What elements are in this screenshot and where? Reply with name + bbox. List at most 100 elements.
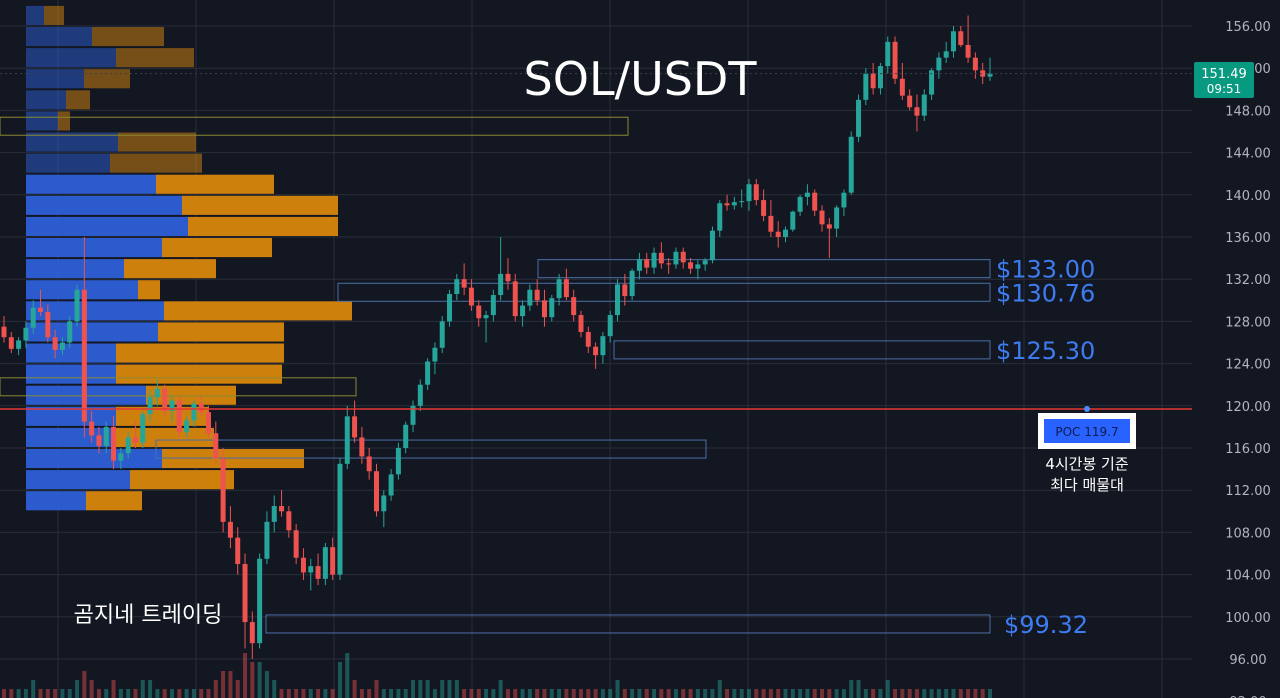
candle-body <box>38 307 44 312</box>
poc-label: POC 119.7 4시간봉 기준 최다 매물대 <box>1038 406 1136 494</box>
volume-bar <box>294 689 299 698</box>
candle-body <box>184 420 190 433</box>
profile-buy-bar <box>26 238 162 258</box>
volume-bar <box>82 671 87 698</box>
volume-bar <box>308 689 313 698</box>
candle-body <box>826 224 832 229</box>
candle-body <box>235 537 241 565</box>
volume-bar <box>440 680 445 698</box>
candle-body <box>556 279 562 299</box>
volume-bar <box>761 689 766 698</box>
y-tick-label: 128.00 <box>1225 315 1271 330</box>
candle-body <box>461 279 467 288</box>
candle-body <box>410 405 416 425</box>
candle-body <box>59 342 65 350</box>
volume-bar <box>593 689 598 698</box>
candle-body <box>593 346 599 356</box>
volume-bar <box>264 671 269 698</box>
y-tick-label: 140.00 <box>1225 189 1271 204</box>
y-tick-label: 116.00 <box>1225 442 1271 457</box>
candle-body <box>615 284 621 316</box>
volume-bar <box>776 689 781 698</box>
volume-bar <box>878 689 883 698</box>
candle-body <box>512 281 518 317</box>
candle-body <box>468 287 474 306</box>
profile-buy-bar <box>26 427 116 447</box>
volume-bar <box>155 689 160 698</box>
volume-bar <box>221 671 226 698</box>
candle-body <box>863 73 869 100</box>
volume-bar <box>922 689 927 698</box>
volume-bar <box>914 689 919 698</box>
volume-bar <box>177 689 182 698</box>
candle-body <box>841 192 847 208</box>
volume-bar <box>367 689 372 698</box>
volume-bar <box>820 689 825 698</box>
candle-body <box>103 426 109 446</box>
volume-bar <box>710 689 715 698</box>
candle-body <box>877 66 883 89</box>
candle-body <box>176 400 182 433</box>
candle-body <box>987 73 993 77</box>
candle-body <box>739 201 745 203</box>
candle-body <box>797 196 803 212</box>
y-tick-label: 108.00 <box>1225 526 1271 541</box>
candle-body <box>257 558 263 644</box>
profile-buy-bar <box>26 322 158 342</box>
volume-bar <box>659 689 664 698</box>
candle-body <box>447 293 453 322</box>
volume-bar <box>169 689 174 698</box>
volume-bar <box>681 689 686 698</box>
profile-sell-bar <box>116 364 282 384</box>
candle-body <box>658 252 664 264</box>
candle-body <box>96 435 102 446</box>
volume-bar <box>739 689 744 698</box>
candle-body <box>483 315 489 319</box>
volume-bar <box>432 689 437 698</box>
candle-body <box>388 474 394 496</box>
volume-bar <box>425 680 430 698</box>
candle-body <box>439 321 445 348</box>
volume-bar <box>841 689 846 698</box>
y-tick-label: 124.00 <box>1225 358 1271 373</box>
volume-bar <box>118 689 123 698</box>
volume-bar <box>469 689 474 698</box>
candle-body <box>899 78 905 96</box>
volume-bar <box>462 689 467 698</box>
candle-body <box>804 192 810 197</box>
volume-bar <box>900 689 905 698</box>
current-price-value: 151.49 <box>1201 67 1247 82</box>
candle-body <box>322 547 328 579</box>
candle-body <box>425 361 431 385</box>
volume-bar <box>148 680 153 698</box>
volume-bar <box>871 689 876 698</box>
level-boxes <box>0 116 991 634</box>
volume-bar <box>571 689 576 698</box>
level-zone <box>155 439 707 459</box>
volume-bar <box>96 689 101 698</box>
y-tick-label: 136.00 <box>1225 231 1271 246</box>
candle-body <box>140 414 146 443</box>
y-tick-label: 112.00 <box>1225 484 1271 499</box>
volume-bar <box>863 689 868 698</box>
profile-buy-bar <box>26 259 124 279</box>
candle-body <box>16 340 22 349</box>
price-axis[interactable]: 156.00152.00148.00144.00140.00136.00132.… <box>1225 20 1271 698</box>
candle-body <box>45 311 51 338</box>
candle-body <box>366 456 372 472</box>
volume-bar <box>542 689 547 698</box>
volume-bar <box>31 680 36 698</box>
profile-buy-bar <box>26 48 116 68</box>
candle-body <box>929 70 935 95</box>
watermark-text: 곰지네 트레이딩 <box>74 603 223 628</box>
volume-bar <box>89 680 94 698</box>
candle-body <box>563 279 569 298</box>
candle-body <box>636 259 642 271</box>
volume-bar <box>352 680 357 698</box>
volume-bar <box>199 689 204 698</box>
candle-body <box>359 437 365 457</box>
volume-bar <box>316 689 321 698</box>
candle-body <box>549 298 555 318</box>
